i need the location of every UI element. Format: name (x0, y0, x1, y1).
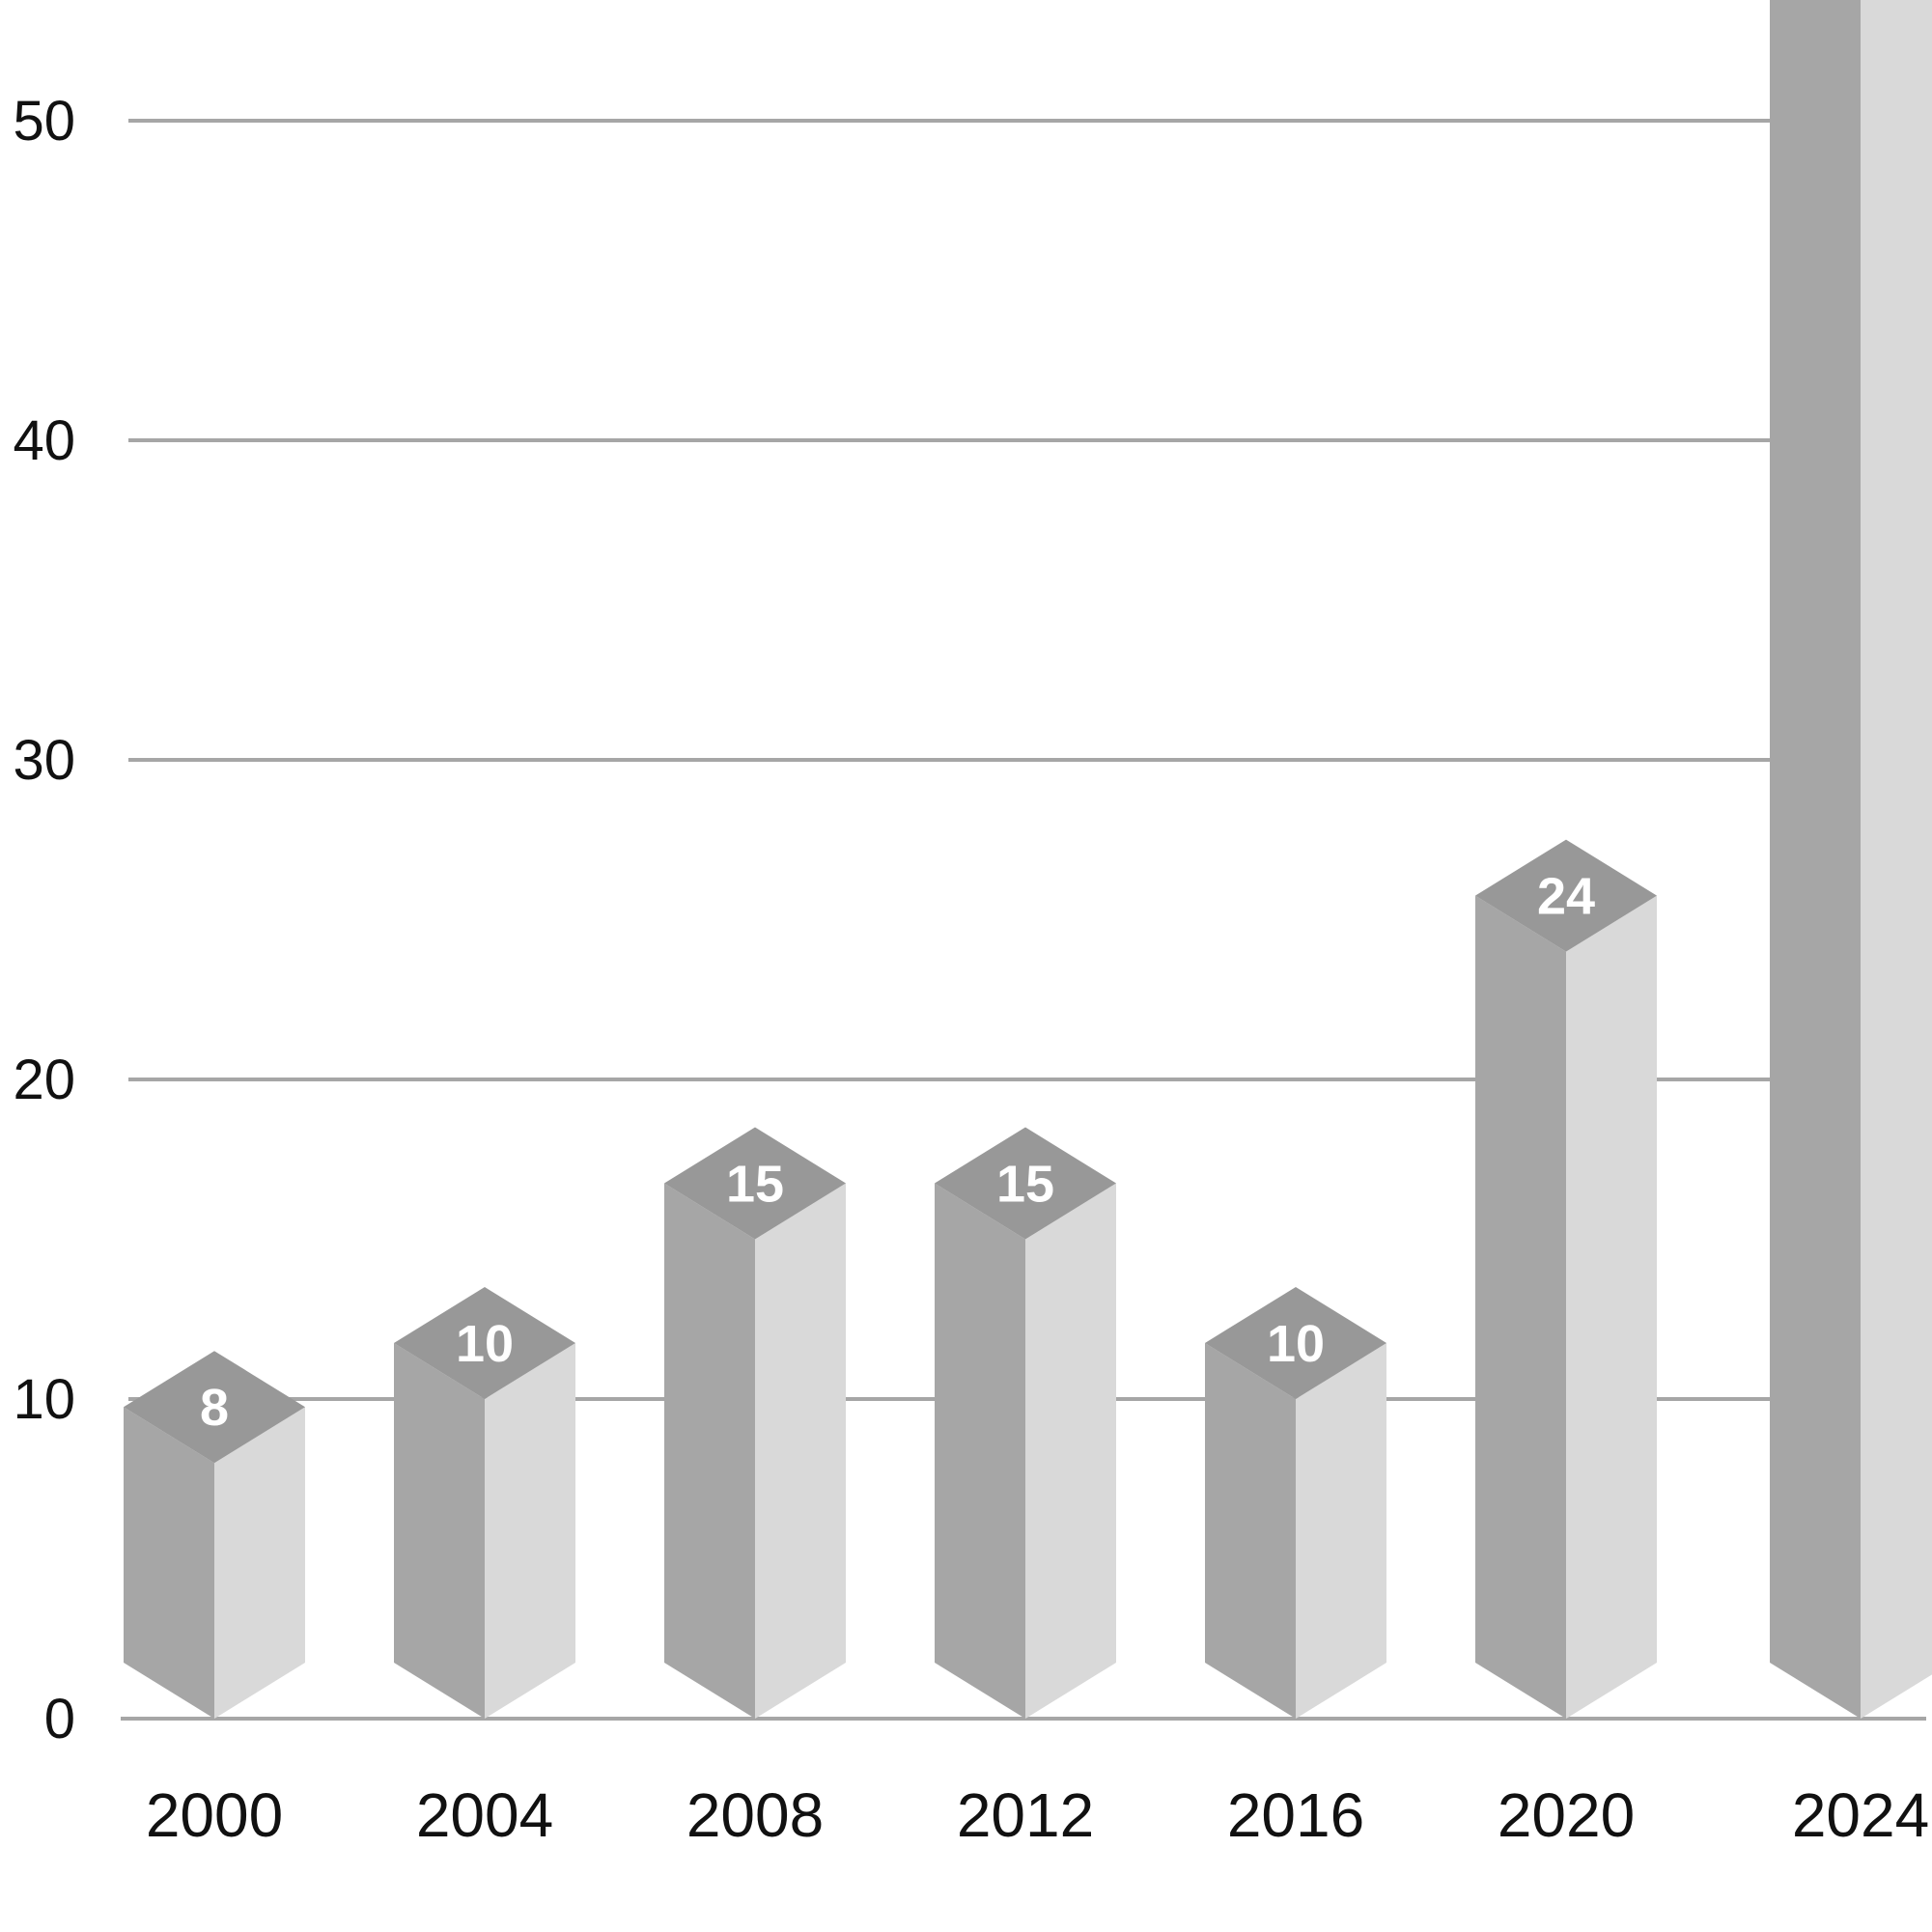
bar-right-face (1861, 0, 1932, 1719)
bar-right-face (214, 1407, 305, 1719)
bar-right-face (755, 1183, 846, 1719)
bar-2004: 10 (394, 1287, 575, 1719)
bar-left-face (124, 1407, 214, 1719)
bar-top-face (664, 1127, 846, 1240)
bar-left-face (1770, 0, 1861, 1719)
y-tick-label: 0 (44, 1688, 75, 1750)
y-tick-label: 10 (13, 1368, 75, 1431)
x-tick-label: 2012 (957, 1780, 1094, 1850)
bar-left-face (1475, 895, 1566, 1719)
x-tick-label: 2004 (416, 1780, 553, 1850)
y-tick-label: 40 (13, 409, 75, 472)
bar-data-label: 8 (200, 1379, 229, 1437)
y-axis-ticks: 0 10 20 30 40 50 (13, 90, 75, 1750)
bar-data-label: 10 (1267, 1315, 1325, 1373)
bar-right-face (1025, 1183, 1116, 1719)
bar-top-face (935, 1127, 1116, 1240)
bar-right-face (1566, 895, 1657, 1719)
bar-2000: 8 (124, 1351, 305, 1719)
bar-2020: 24 (1475, 839, 1657, 1719)
x-tick-label: 2008 (686, 1780, 824, 1850)
bar-data-label: 24 (1537, 868, 1595, 926)
bars: 8 10 15 15 10 24 54 (124, 0, 1932, 1719)
bar-top-face (1475, 839, 1657, 952)
bar-2016: 10 (1205, 1287, 1386, 1719)
bar-data-label: 15 (996, 1156, 1054, 1214)
bar-left-face (394, 1343, 485, 1719)
bar-top-face (1205, 1287, 1386, 1399)
bar-left-face (664, 1183, 755, 1719)
y-tick-label: 50 (13, 90, 75, 153)
x-tick-label: 2020 (1498, 1780, 1635, 1850)
bar-2024: 54 (1770, 0, 1932, 1719)
bar-left-face (935, 1183, 1025, 1719)
bar-2012: 15 (935, 1127, 1116, 1719)
y-tick-label: 20 (13, 1049, 75, 1111)
bar-right-face (1296, 1343, 1386, 1719)
bar-left-face (1205, 1343, 1296, 1719)
bar-top-face (394, 1287, 575, 1399)
bar-data-label: 10 (456, 1315, 514, 1373)
y-tick-label: 30 (13, 729, 75, 792)
bar-data-label: 15 (726, 1156, 784, 1214)
x-tick-label: 2000 (146, 1780, 283, 1850)
x-axis-ticks: 2000 2004 2008 2012 2016 2020 2024 (146, 1780, 1929, 1850)
bar-right-face (485, 1343, 575, 1719)
x-tick-label: 2016 (1227, 1780, 1364, 1850)
bar-top-face (124, 1351, 305, 1464)
x-tick-label: 2024 (1792, 1780, 1929, 1850)
bar-2008: 15 (664, 1127, 846, 1719)
